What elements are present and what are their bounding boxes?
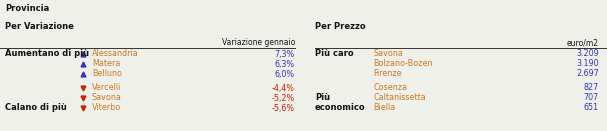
Text: Cosenza: Cosenza xyxy=(373,83,407,92)
Text: Per Variazione: Per Variazione xyxy=(5,22,74,31)
Text: 2.697: 2.697 xyxy=(576,70,599,78)
Text: 651: 651 xyxy=(584,103,599,113)
Text: Calano di più: Calano di più xyxy=(5,103,67,113)
Text: economico: economico xyxy=(315,103,365,113)
Text: 827: 827 xyxy=(584,83,599,92)
Text: Vercelli: Vercelli xyxy=(92,83,121,92)
Text: -5,6%: -5,6% xyxy=(272,103,295,113)
Text: Provincia: Provincia xyxy=(5,4,49,13)
Text: Caltanissetta: Caltanissetta xyxy=(373,94,426,102)
Text: Matera: Matera xyxy=(92,59,120,69)
Text: Variazione gennaio: Variazione gennaio xyxy=(222,38,295,47)
Text: -4,4%: -4,4% xyxy=(272,83,295,92)
Text: 6,0%: 6,0% xyxy=(275,70,295,78)
Text: Più caro: Più caro xyxy=(315,50,354,59)
Text: Biella: Biella xyxy=(373,103,395,113)
Text: Viterbo: Viterbo xyxy=(92,103,121,113)
Text: Savona: Savona xyxy=(92,94,122,102)
Text: 3.190: 3.190 xyxy=(577,59,599,69)
Text: Firenze: Firenze xyxy=(373,70,402,78)
Text: Più: Più xyxy=(315,94,330,102)
Text: euro/m2: euro/m2 xyxy=(567,38,599,47)
Text: Belluno: Belluno xyxy=(92,70,122,78)
Text: 7,3%: 7,3% xyxy=(275,50,295,59)
Text: 3.209: 3.209 xyxy=(576,50,599,59)
Text: Bolzano-Bozen: Bolzano-Bozen xyxy=(373,59,433,69)
Text: 707: 707 xyxy=(584,94,599,102)
Text: Per Prezzo: Per Prezzo xyxy=(315,22,365,31)
Text: Savona: Savona xyxy=(373,50,403,59)
Text: 6,3%: 6,3% xyxy=(275,59,295,69)
Text: Aumentano di più: Aumentano di più xyxy=(5,50,89,59)
Text: Alessandria: Alessandria xyxy=(92,50,139,59)
Text: -5,2%: -5,2% xyxy=(272,94,295,102)
